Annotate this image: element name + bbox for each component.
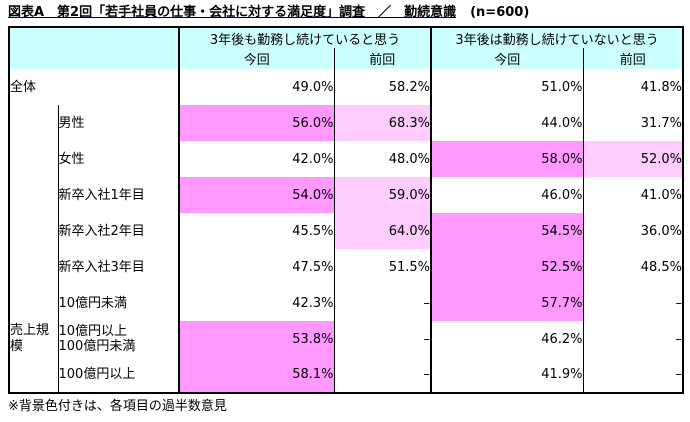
group-cell-revenue: 売上規模 [8,285,59,393]
value-cell: 52.0% [582,141,684,177]
value-cell: 49.0% [178,69,335,105]
page-title: 図表A 第2回「若手社員の仕事・会社に対する満足度」調査 ／ 勤続意識 (n=60… [0,0,690,26]
group-cell-attributes [8,105,59,285]
value-cell: 52.5% [430,249,584,285]
value-cell: 46.2% [430,321,584,357]
row-label-newgrad-year3: 新卒入社3年目 [57,249,180,285]
table-row: 男性 56.0% 68.3% 44.0% 31.7% [8,105,684,285]
row-label-1b-to-10b-yen: 10億円以上 100億円未満 [57,321,180,357]
subheader-current-1: 今回 [178,48,335,69]
value-cell: 42.3% [178,285,335,321]
value-cell: 56.0% [178,105,335,141]
row-label-over-10b-yen: 100億円以上 [57,357,180,393]
value-cell: – [333,285,432,321]
value-cell: 45.5% [178,213,335,249]
value-cell: 48.5% [582,249,684,285]
value-cell: 51.0% [430,69,584,105]
value-cell: 36.0% [582,213,684,249]
sample-size-label: (n=600) [470,5,530,20]
value-cell: 54.0% [178,177,335,213]
column-group-header-continue: 3年後も勤務し続けていると思う [178,27,432,48]
value-cell: 53.8% [178,321,335,357]
value-cell: 58.1% [178,357,335,393]
row-label-overall: 全体 [8,69,180,105]
table-row: 全体 49.0% 58.2% 51.0% 41.8% [8,69,684,105]
value-cell: 58.2% [333,69,432,105]
table-row: 新卒入社3年目 47.5% 51.5% 52.5% 48.5% [9,249,684,285]
table-row: 100億円以上 58.1% – 41.9% – [9,357,684,393]
table-header-row-waves: 今回 前回 今回 前回 [9,48,684,69]
value-cell: – [582,321,684,357]
value-cell: 64.0% [333,213,432,249]
survey-results-table: 3年後も勤務し続けていると思う 3年後は勤務し続けていないと思う 今回 前回 今… [8,26,684,394]
value-cell: – [333,357,432,393]
value-cell: 31.7% [582,105,684,141]
value-cell: 44.0% [430,105,584,141]
value-cell: 68.3% [333,105,432,141]
value-cell: 48.0% [333,141,432,177]
table-row: 10億円以上 100億円未満 53.8% – 46.2% – [9,321,684,357]
footnote: ※背景色付きは、各項目の過半数意見 [8,399,227,414]
subheader-previous-2: 前回 [582,48,684,69]
table-row: 売上規模 10億円未満 42.3% – 57.7% – [8,285,684,393]
table-header-row-groups: 3年後も勤務し続けていると思う 3年後は勤務し続けていないと思う [8,27,684,69]
page-title-text: 図表A 第2回「若手社員の仕事・会社に対する満足度」調査 ／ 勤続意識 [8,5,457,20]
row-label-newgrad-year2: 新卒入社2年目 [57,213,180,249]
value-cell: 42.0% [178,141,335,177]
value-cell: 41.8% [582,69,684,105]
value-cell: 59.0% [333,177,432,213]
value-cell: 41.0% [582,177,684,213]
value-cell: 46.0% [430,177,584,213]
value-cell: 57.7% [430,285,584,321]
table-row: 新卒入社1年目 54.0% 59.0% 46.0% 41.0% [9,177,684,213]
subheader-current-2: 今回 [430,48,584,69]
value-cell: 41.9% [430,357,584,393]
table-row: 女性 42.0% 48.0% 58.0% 52.0% [9,141,684,177]
value-cell: 47.5% [178,249,335,285]
column-group-header-not-continue: 3年後は勤務し続けていないと思う [430,27,684,48]
table-row: 新卒入社2年目 45.5% 64.0% 54.5% 36.0% [9,213,684,249]
value-cell: – [582,357,684,393]
subheader-previous-1: 前回 [333,48,432,69]
value-cell: – [333,321,432,357]
value-cell: 51.5% [333,249,432,285]
header-corner-cell [8,27,180,69]
row-label-female: 女性 [57,141,180,177]
value-cell: – [582,285,684,321]
row-label-under-1b-yen: 10億円未満 [57,285,180,321]
value-cell: 54.5% [430,213,584,249]
row-label-male: 男性 [57,105,180,141]
row-label-newgrad-year1: 新卒入社1年目 [57,177,180,213]
value-cell: 58.0% [430,141,584,177]
